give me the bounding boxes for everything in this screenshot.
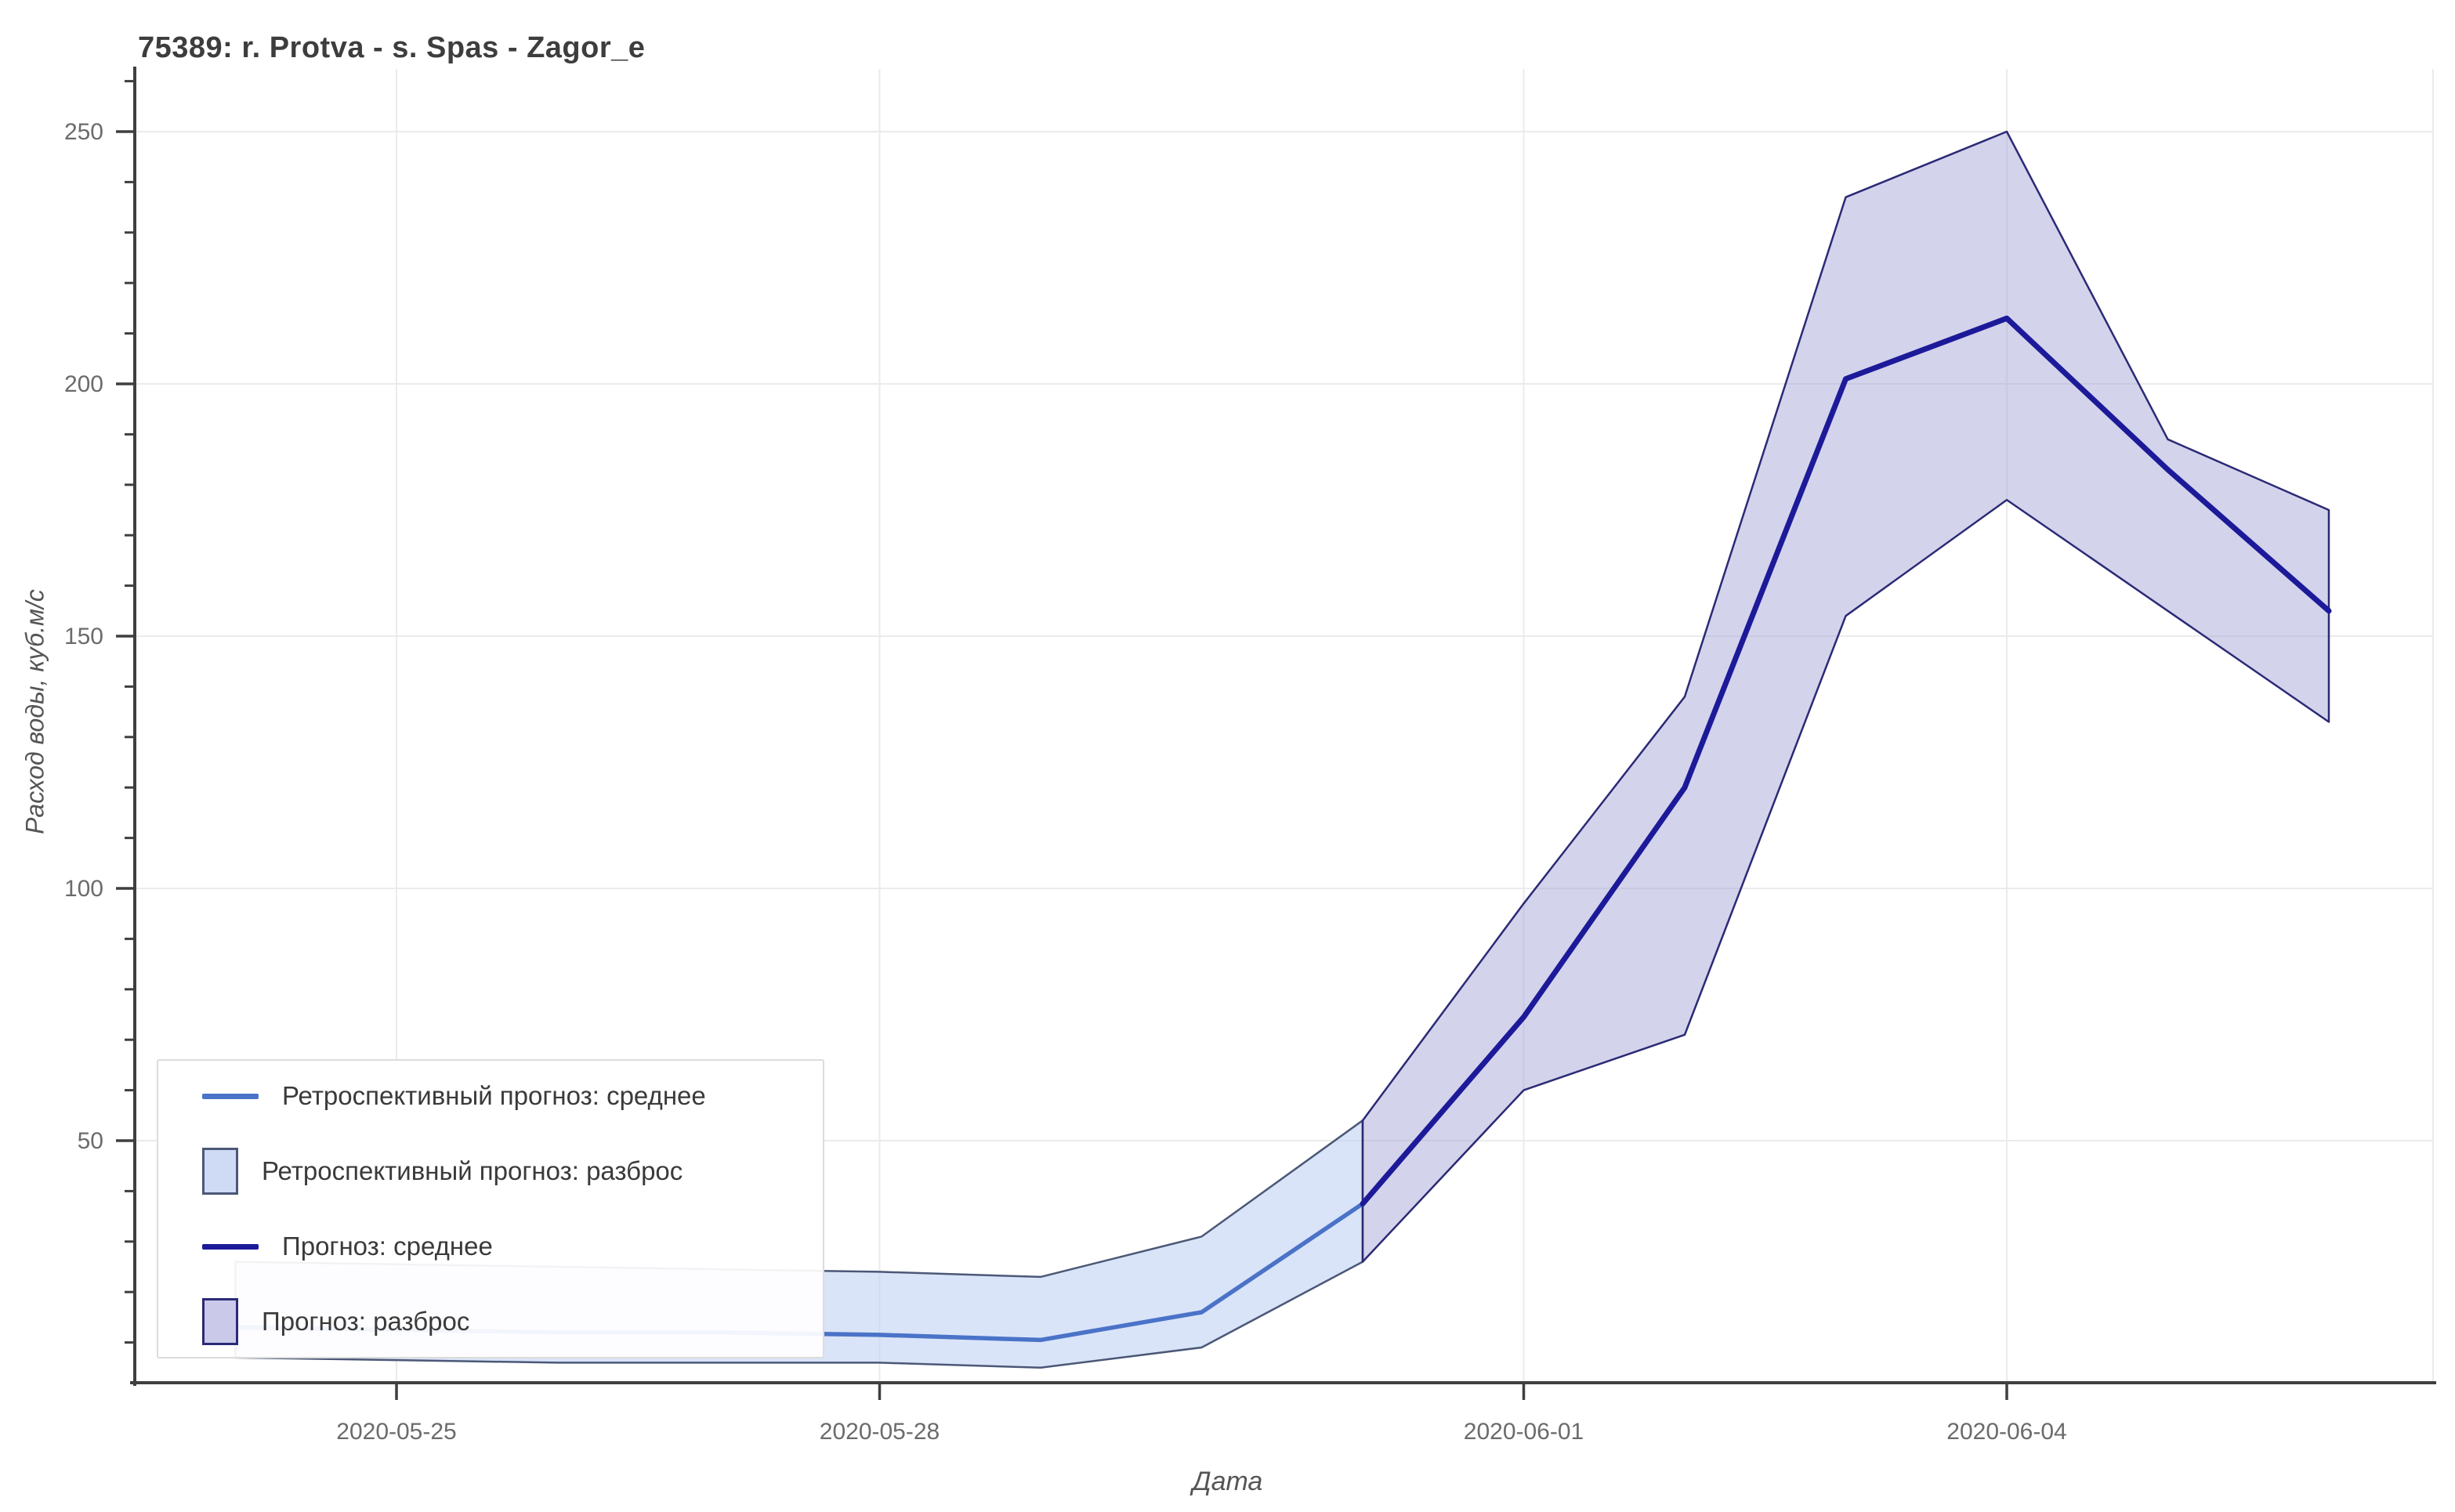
legend-label: Ретроспективный прогноз: среднее <box>282 1081 706 1110</box>
forecast-mean-line-swatch <box>202 1243 259 1250</box>
y-tick-label: 150 <box>64 624 103 649</box>
legend-label: Ретроспективный прогноз: разброс <box>262 1156 683 1185</box>
retro-mean-line-swatch <box>202 1093 259 1099</box>
legend-item-forecast-spread: Прогноз: разброс <box>202 1297 823 1346</box>
legend-item-retro-mean: Ретроспективный прогноз: среднее <box>202 1072 823 1120</box>
y-axis-label: Расход воды, куб.м/с <box>20 589 49 834</box>
forecast-mean-line <box>1360 315 2332 1206</box>
x-tick-label: 2020-06-04 <box>1946 1419 2066 1445</box>
x-tick-label: 2020-05-25 <box>336 1419 456 1445</box>
x-tick-label: 2020-05-28 <box>820 1419 940 1445</box>
legend-item-forecast-mean: Прогноз: среднее <box>202 1222 823 1271</box>
y-tick-label: 100 <box>64 876 103 902</box>
x-tick-label: 2020-06-01 <box>1464 1419 1584 1445</box>
forecast-uncertainty-band <box>1361 130 2330 1263</box>
x-axis-label: Дата <box>1192 1467 1263 1496</box>
legend-item-retro-spread: Ретроспективный прогноз: разброс <box>202 1147 823 1195</box>
retro-spread-swatch <box>202 1148 238 1195</box>
forecast-spread-swatch <box>202 1298 238 1345</box>
legend-label: Прогноз: среднее <box>282 1232 493 1261</box>
y-tick-label: 250 <box>64 119 103 145</box>
legend: Ретроспективный прогноз: среднее Ретросп… <box>157 1059 824 1358</box>
legend-label: Прогноз: разброс <box>262 1307 470 1336</box>
y-tick-label: 200 <box>64 371 103 397</box>
y-tick-label: 50 <box>78 1128 103 1154</box>
chart-title: 75389: r. Protva - s. Spas - Zagor_e <box>138 31 646 64</box>
